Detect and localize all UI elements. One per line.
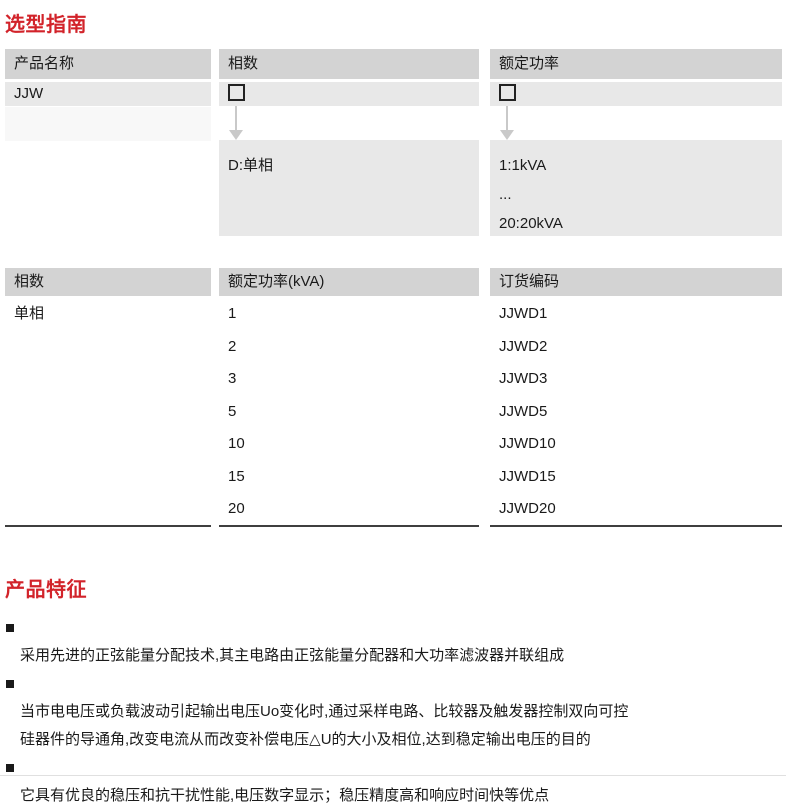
table-row: 2 JJWD2 [0, 331, 786, 364]
power-cell: 20 [228, 500, 245, 517]
table-row: 20 JJWD20 [0, 493, 786, 526]
phase-header: 相数 [219, 49, 479, 79]
power-options-box: 1:1kVA ... 20:20kVA [490, 140, 782, 236]
product-column-spacer [5, 107, 211, 141]
order-code-header: 订货编码 [490, 268, 782, 296]
features-title: 产品特征 [5, 579, 87, 601]
feature-text: 它具有优良的稳压和抗干扰性能,电压数字显示；稳压精度高和响应时间快等优点 [20, 787, 550, 804]
code-cell: JJWD15 [499, 467, 556, 485]
feature-text: 采用先进的正弦能量分配技术,其主电路由正弦能量分配器和大功率滤波器并联组成 [20, 647, 565, 664]
selection-guide-title: 选型指南 [5, 14, 87, 36]
table-row: 5 JJWD5 [0, 396, 786, 429]
product-name-header: 产品名称 [5, 49, 211, 79]
phase-cell: 单相 [14, 305, 45, 322]
arrow-down-icon [235, 106, 237, 131]
power-cell: 5 [228, 402, 237, 420]
checkbox-empty-icon [499, 84, 516, 102]
power-header: 额定功率 [490, 49, 782, 79]
order-phase-header: 相数 [5, 268, 211, 296]
power-cell: 3 [228, 370, 237, 387]
power-checkbox-cell [490, 82, 782, 106]
order-table-body: 单相 1 JJWD1 2 JJWD2 3 JJWD3 5 JJWD5 10 JJ… [0, 298, 786, 526]
bullet-square-icon [6, 680, 14, 688]
power-cell: 1 [228, 305, 237, 322]
code-cell: JJWD2 [499, 337, 548, 355]
page-bottom-rule [0, 775, 786, 776]
table-row: 单相 1 JJWD1 [0, 298, 786, 331]
arrow-down-icon [229, 130, 243, 140]
arrow-down-icon [500, 130, 514, 140]
code-cell: JJWD1 [499, 305, 548, 322]
phase-options-box: D:单相 [219, 140, 479, 236]
power-cell: 15 [228, 467, 245, 485]
table-row: 15 JJWD15 [0, 461, 786, 494]
feature-item: 当市电电压或负载波动引起输出电压Uo变化时,通过采样电路、比较器及触发器控制双向… [5, 670, 786, 754]
product-name-cell: JJW [5, 82, 211, 106]
code-cell: JJWD20 [499, 500, 556, 517]
code-cell: JJWD5 [499, 402, 548, 420]
bullet-square-icon [6, 764, 14, 772]
table-bottom-rule [5, 525, 211, 527]
code-cell: JJWD10 [499, 435, 556, 452]
feature-text: 当市电电压或负载波动引起输出电压Uo变化时,通过采样电路、比较器及触发器控制双向… [20, 703, 629, 748]
table-bottom-rule [219, 525, 479, 527]
table-row: 3 JJWD3 [0, 363, 786, 396]
power-cell: 10 [228, 435, 245, 452]
checkbox-empty-icon [228, 84, 245, 102]
order-power-header: 额定功率(kVA) [219, 268, 479, 296]
feature-item: 采用先进的正弦能量分配技术,其主电路由正弦能量分配器和大功率滤波器并联组成 [5, 614, 786, 670]
power-cell: 2 [228, 337, 237, 355]
phase-checkbox-cell [219, 82, 479, 106]
features-list: 采用先进的正弦能量分配技术,其主电路由正弦能量分配器和大功率滤波器并联组成 当市… [5, 614, 786, 810]
code-cell: JJWD3 [499, 370, 548, 387]
table-bottom-rule [490, 525, 782, 527]
feature-item: 它具有优良的稳压和抗干扰性能,电压数字显示；稳压精度高和响应时间快等优点 [5, 754, 786, 810]
table-row: 10 JJWD10 [0, 428, 786, 461]
bullet-square-icon [6, 624, 14, 632]
arrow-down-icon [506, 106, 508, 131]
